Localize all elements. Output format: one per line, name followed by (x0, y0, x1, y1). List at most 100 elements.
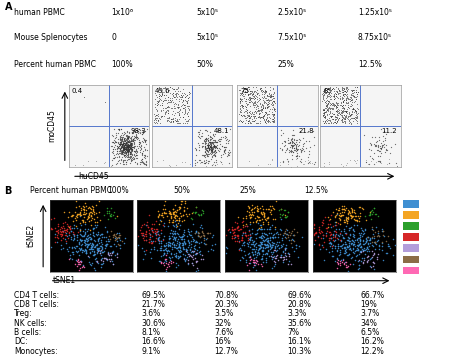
Point (237, 96, 245, 102)
Point (124, 144, 132, 150)
Point (339, 241, 347, 247)
Point (177, 92, 185, 98)
Point (105, 256, 113, 262)
Point (216, 158, 223, 164)
Point (159, 113, 166, 119)
Point (240, 89, 247, 94)
Point (279, 232, 287, 238)
Point (76, 220, 83, 226)
Point (267, 253, 274, 259)
Point (183, 247, 191, 253)
Point (129, 127, 137, 132)
Point (280, 254, 287, 260)
Point (133, 136, 141, 142)
Point (324, 98, 332, 104)
Text: 21.8: 21.8 (299, 128, 314, 134)
Point (169, 118, 177, 124)
Point (348, 109, 356, 115)
Point (338, 108, 346, 114)
Point (146, 249, 153, 255)
Point (237, 98, 244, 104)
Point (318, 229, 326, 234)
Point (248, 99, 256, 104)
Point (255, 246, 263, 251)
Point (67, 213, 75, 219)
Point (338, 209, 346, 215)
Point (155, 98, 163, 104)
Point (245, 109, 253, 114)
Point (176, 241, 183, 247)
Point (145, 225, 152, 230)
Point (345, 215, 352, 221)
Point (100, 234, 108, 239)
Point (348, 240, 356, 246)
Point (340, 261, 347, 267)
Point (215, 136, 223, 142)
Point (124, 148, 132, 153)
Point (246, 97, 253, 103)
Point (191, 230, 199, 236)
Point (272, 253, 280, 259)
Point (75, 211, 83, 217)
Point (206, 136, 214, 141)
Point (328, 100, 336, 106)
Point (81, 237, 89, 243)
Point (117, 145, 125, 151)
Point (337, 93, 344, 99)
Point (167, 209, 174, 215)
Point (105, 252, 112, 257)
Point (245, 261, 253, 266)
Point (320, 160, 328, 166)
Point (380, 257, 387, 263)
Point (121, 147, 128, 152)
Point (153, 247, 161, 253)
Point (256, 116, 264, 121)
Point (119, 144, 127, 150)
Point (339, 206, 347, 212)
Point (255, 226, 262, 231)
Point (183, 213, 191, 219)
Point (174, 220, 182, 226)
Point (211, 153, 219, 159)
Point (80, 207, 88, 212)
Point (152, 218, 159, 224)
Point (98, 261, 105, 266)
Point (87, 213, 95, 219)
Point (335, 102, 342, 108)
Point (310, 134, 318, 140)
Point (270, 117, 278, 122)
Point (344, 95, 352, 101)
Point (337, 257, 345, 263)
Point (264, 117, 272, 123)
Point (338, 85, 346, 91)
Point (72, 223, 80, 229)
Point (276, 231, 283, 237)
Point (138, 150, 146, 156)
Point (234, 224, 242, 230)
Point (267, 97, 275, 103)
Point (339, 98, 347, 104)
Point (322, 100, 329, 106)
Text: 66.7%: 66.7% (360, 291, 384, 300)
Point (333, 206, 340, 212)
Point (153, 120, 160, 125)
Point (161, 84, 169, 90)
Point (121, 138, 128, 143)
Point (373, 255, 381, 260)
Point (250, 100, 258, 105)
Point (64, 214, 72, 220)
Point (86, 205, 94, 211)
Point (62, 227, 70, 233)
Point (201, 235, 208, 241)
Point (154, 94, 161, 100)
Point (129, 137, 137, 143)
Point (326, 84, 333, 90)
Point (296, 243, 303, 249)
Point (158, 113, 165, 118)
Point (320, 120, 328, 126)
Point (255, 249, 262, 255)
Point (337, 231, 344, 237)
Point (123, 144, 131, 150)
Point (370, 206, 377, 211)
Point (132, 148, 139, 153)
